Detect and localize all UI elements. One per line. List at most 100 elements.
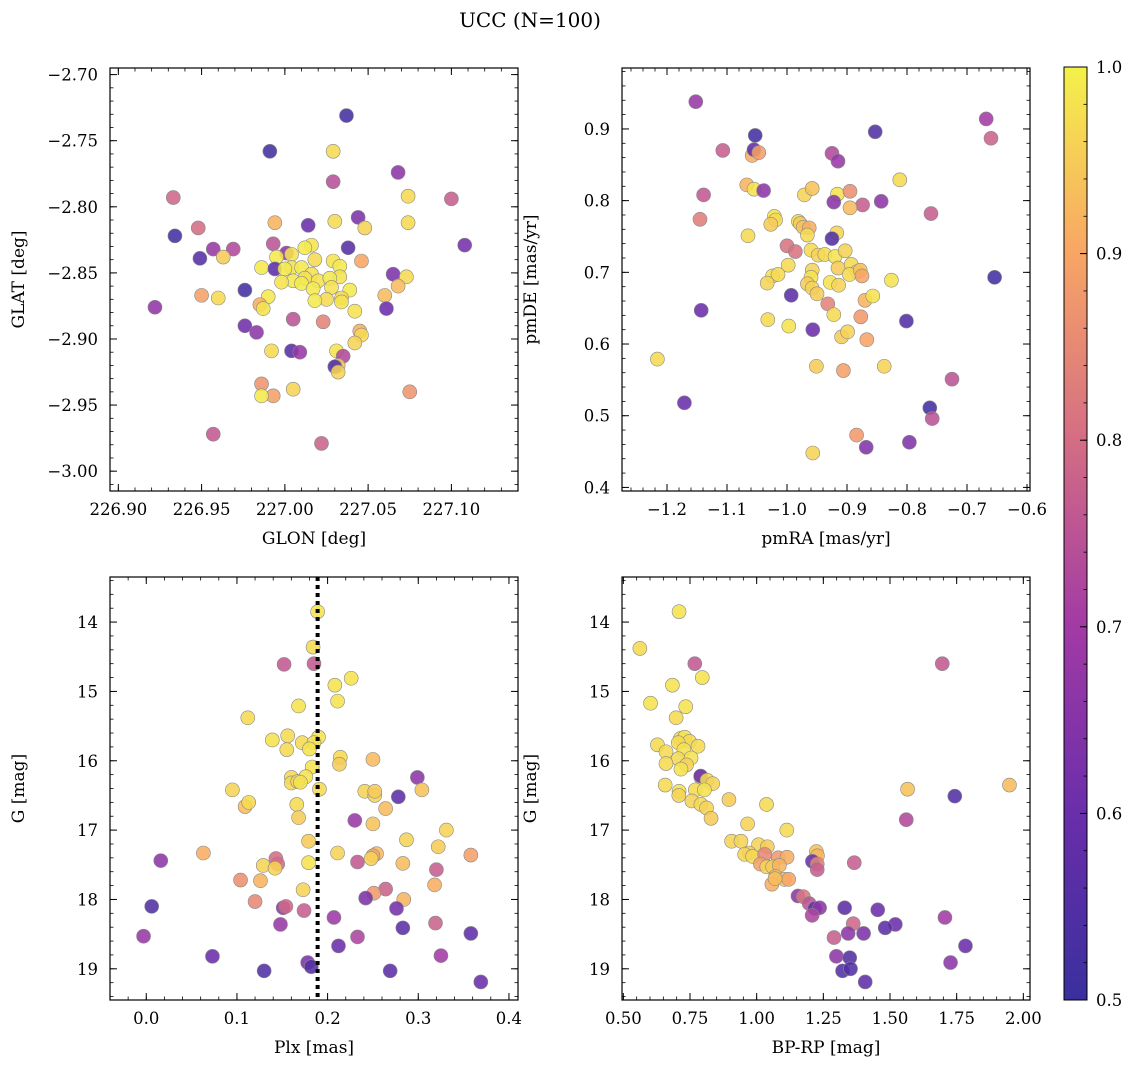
data-point <box>300 218 316 233</box>
x-tick-label: −1.0 <box>767 500 807 519</box>
data-point <box>690 738 706 754</box>
data-point <box>673 761 689 777</box>
data-point <box>843 961 858 977</box>
data-point <box>399 269 414 285</box>
data-point <box>770 267 786 282</box>
colorbar-tick-label: 0.9 <box>1096 245 1122 264</box>
data-point <box>292 344 308 360</box>
x-axis-label: GLON [deg] <box>262 529 366 549</box>
data-point <box>857 974 873 990</box>
data-point <box>858 439 874 455</box>
data-point <box>427 877 442 893</box>
data-point <box>694 670 710 685</box>
data-point <box>289 797 305 812</box>
x-tick-label: 0.75 <box>672 1009 709 1028</box>
data-point <box>350 929 365 945</box>
data-point <box>256 963 272 979</box>
data-point <box>253 873 268 889</box>
colorbar: 0.5 0.6 0.7 0.8 0.9 1.0 <box>1063 58 1122 1010</box>
x-axis-label: Plx [mas] <box>274 1038 354 1058</box>
data-point <box>892 172 908 188</box>
y-tick-label: 18 <box>589 890 610 909</box>
data-point <box>809 862 825 877</box>
y-tick-label: 16 <box>77 752 98 771</box>
data-point <box>147 299 163 315</box>
data-point <box>190 220 206 236</box>
data-point <box>391 789 406 805</box>
data-point <box>760 312 776 327</box>
data-point <box>987 270 1002 285</box>
data-point <box>399 832 414 848</box>
data-point <box>358 890 373 906</box>
data-point <box>347 335 363 351</box>
data-point <box>315 314 331 330</box>
x-tick-label: 0.3 <box>405 1009 431 1028</box>
data-point <box>307 293 323 308</box>
x-tick-label: −0.9 <box>827 500 867 519</box>
colorbar-tick-label: 0.8 <box>1096 431 1122 450</box>
y-tick-label: 18 <box>77 890 98 909</box>
data-point <box>205 949 220 964</box>
data-point <box>923 206 939 221</box>
x-tick-label: 226.90 <box>89 500 147 519</box>
data-point <box>457 237 473 253</box>
data-point <box>254 260 269 275</box>
data-point <box>688 94 704 109</box>
data-point <box>721 792 737 807</box>
data-point <box>301 833 316 849</box>
data-point <box>697 782 712 798</box>
data-point <box>402 384 418 400</box>
data-point <box>859 332 875 348</box>
x-tick-label: −0.6 <box>1007 500 1047 519</box>
data-point <box>430 839 446 855</box>
data-point <box>1002 777 1017 793</box>
data-point <box>330 364 346 380</box>
data-point <box>363 851 379 866</box>
data-point <box>395 920 411 936</box>
points <box>147 108 473 451</box>
y-tick-label: 19 <box>77 960 98 979</box>
points <box>632 604 1017 990</box>
data-point <box>781 318 797 334</box>
y-tick-label: −3.00 <box>47 462 98 481</box>
y-tick-label: 16 <box>589 752 610 771</box>
data-point <box>332 756 347 772</box>
data-point <box>301 855 316 870</box>
data-point <box>255 301 271 316</box>
data-point <box>194 288 209 303</box>
y-tick-label: 0.4 <box>584 478 610 497</box>
data-point <box>302 741 317 757</box>
data-point <box>167 228 183 244</box>
x-tick-label: 1.50 <box>872 1009 909 1028</box>
x-tick-label: 0.0 <box>133 1009 159 1028</box>
data-point <box>307 252 323 267</box>
x-tick-label: 1.00 <box>738 1009 775 1028</box>
data-point <box>650 351 665 367</box>
data-point <box>247 894 263 909</box>
data-point <box>340 240 356 256</box>
data-point <box>687 656 703 671</box>
data-point <box>433 948 449 963</box>
data-point <box>837 900 852 916</box>
data-point <box>692 211 708 227</box>
data-point <box>958 938 973 954</box>
y-axis-label: pmDE [mas/yr] <box>521 214 541 344</box>
x-tick-label: 2.00 <box>1005 1009 1042 1028</box>
data-point <box>293 774 308 790</box>
data-point <box>756 183 771 198</box>
data-point <box>944 371 960 387</box>
data-point <box>237 318 253 334</box>
data-point <box>377 288 393 303</box>
data-point <box>788 244 803 259</box>
data-point <box>842 200 858 216</box>
data-point <box>314 436 329 451</box>
data-point <box>296 903 312 918</box>
data-point <box>165 190 181 205</box>
data-point <box>279 742 295 757</box>
x-tick-label: 1.75 <box>938 1009 975 1028</box>
y-tick-label: −2.70 <box>47 66 98 85</box>
data-point <box>330 845 345 861</box>
data-point <box>703 811 719 826</box>
data-point <box>210 290 226 306</box>
